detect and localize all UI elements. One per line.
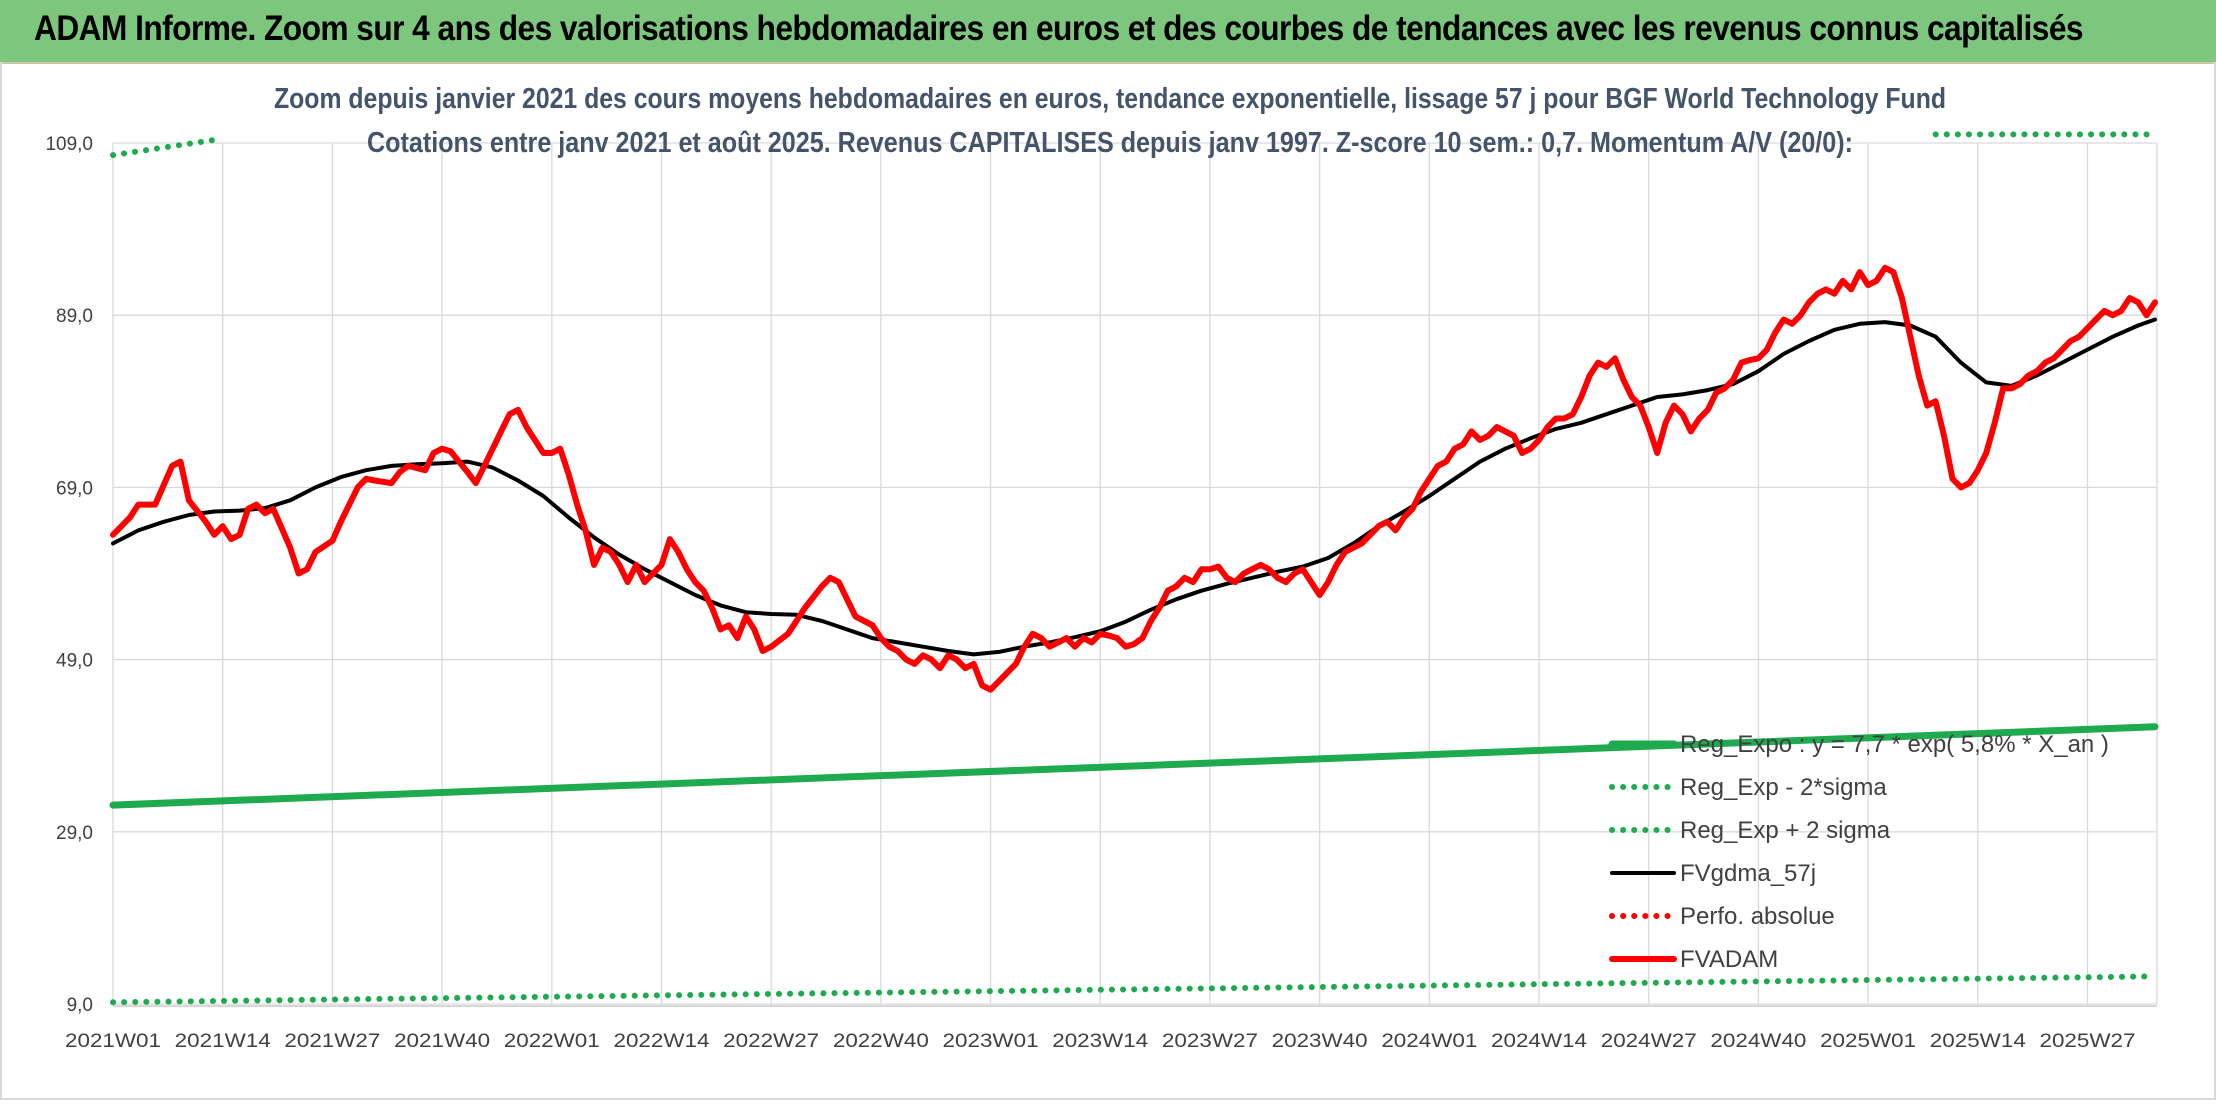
x-tick-label: 2024W40 xyxy=(1710,1031,1806,1052)
grid-layer xyxy=(112,142,2158,1007)
banner-title: ADAM Informe. Zoom sur 4 ans des valoris… xyxy=(34,9,2084,48)
chart-area: 9,0 29,0 49,0 69,0 89,0 109,0 2021W01 2021W14 20… xyxy=(0,62,2216,1102)
x-tick-label: 2021W27 xyxy=(284,1031,380,1052)
series-line-fvgdma-57j xyxy=(111,317,2157,657)
series-layer xyxy=(109,131,2159,1006)
x-tick-label: 2021W14 xyxy=(175,1031,272,1052)
x-tick-label: 2022W40 xyxy=(833,1031,929,1052)
series-line-reg-exp-2-sigma xyxy=(110,135,226,159)
series-line-fvadam xyxy=(110,264,2158,693)
chart-legend: Reg_Expo : y = 7,7 * exp( 5,8% * X_an ) R… xyxy=(1608,731,2109,973)
x-tick-label: 2025W27 xyxy=(2039,1031,2135,1052)
x-tick-label: 2023W14 xyxy=(1052,1031,1149,1052)
x-tick-label: 2025W01 xyxy=(1820,1031,1916,1052)
x-tick-label: 2024W14 xyxy=(1491,1031,1588,1052)
chart-title: Zoom depuis janvier 2021 des cours moyen… xyxy=(274,83,1946,115)
y-tick-label: 9,0 xyxy=(67,995,93,1016)
x-tick-label: 2022W27 xyxy=(723,1031,819,1052)
axis-layer: 9,0 29,0 49,0 69,0 89,0 109,0 2021W01 2021W14 20… xyxy=(45,134,2135,1052)
y-tick-label: 109,0 xyxy=(45,134,93,155)
x-tick-label: 2021W01 xyxy=(65,1031,161,1052)
x-tick-label: 2025W14 xyxy=(1930,1031,2027,1052)
title-banner: ADAM Informe. Zoom sur 4 ans des valoris… xyxy=(0,0,2216,64)
y-tick-label: 89,0 xyxy=(56,306,93,327)
y-tick-label: 69,0 xyxy=(56,478,93,499)
x-tick-label: 2022W01 xyxy=(504,1031,600,1052)
legend-label: Perfo. absolue xyxy=(1680,903,1835,930)
legend-label: Reg_Exp + 2 sigma xyxy=(1680,817,1891,844)
line-chart: 9,0 29,0 49,0 69,0 89,0 109,0 2021W01 2021W14 20… xyxy=(45,83,2159,1052)
legend-label: FVgdma_57j xyxy=(1680,860,1816,887)
legend-label: FVADAM xyxy=(1680,946,1778,973)
x-tick-label: 2024W27 xyxy=(1601,1031,1697,1052)
series-line-reg-exp-2-sigma xyxy=(110,973,2158,1006)
y-tick-label: 29,0 xyxy=(56,823,93,844)
x-tick-label: 2023W40 xyxy=(1272,1031,1368,1052)
chart-subtitle: Cotations entre janv 2021 et août 2025. … xyxy=(367,127,1853,159)
series-line-reg-expo-y-7-7-exp xyxy=(109,723,2159,809)
x-tick-label: 2021W40 xyxy=(394,1031,490,1052)
x-tick-label: 2022W14 xyxy=(613,1031,710,1052)
legend-label: Reg_Exp - 2*sigma xyxy=(1680,774,1887,801)
y-tick-label: 49,0 xyxy=(56,651,93,672)
legend-label: Reg_Expo : y = 7,7 * exp( 5,8% * X_an ) xyxy=(1680,731,2109,758)
x-tick-label: 2023W01 xyxy=(943,1031,1039,1052)
x-tick-label: 2023W27 xyxy=(1162,1031,1258,1052)
x-tick-label: 2024W01 xyxy=(1381,1031,1477,1052)
